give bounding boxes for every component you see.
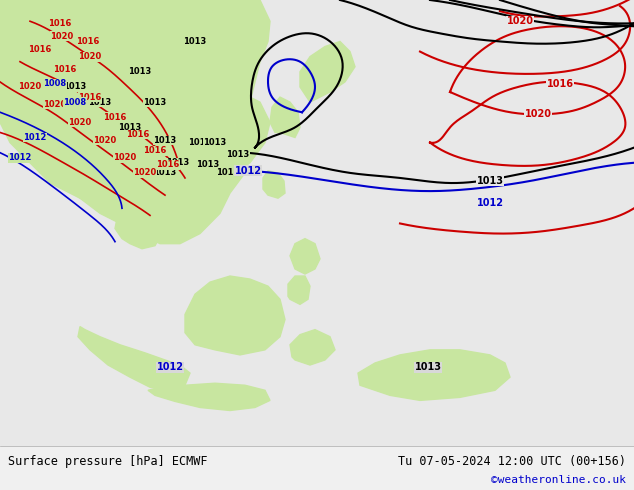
Text: 1020: 1020	[133, 169, 157, 177]
Text: 1020: 1020	[79, 52, 101, 61]
Text: 1020: 1020	[68, 118, 92, 127]
Text: 1016: 1016	[48, 19, 72, 28]
Polygon shape	[263, 171, 285, 198]
Polygon shape	[290, 330, 335, 365]
Polygon shape	[270, 97, 300, 138]
Text: Surface pressure [hPa] ECMWF: Surface pressure [hPa] ECMWF	[8, 455, 207, 468]
Polygon shape	[0, 0, 270, 223]
Text: 1012: 1012	[235, 166, 261, 176]
Text: 1013: 1013	[119, 123, 141, 132]
Polygon shape	[300, 42, 355, 102]
Text: 1020: 1020	[524, 109, 552, 119]
Text: 1020: 1020	[93, 136, 117, 145]
Text: 1016: 1016	[76, 37, 100, 46]
Polygon shape	[358, 350, 510, 400]
Polygon shape	[288, 276, 310, 304]
Text: 1013: 1013	[88, 98, 112, 107]
Text: 1012: 1012	[477, 198, 503, 208]
Text: 1016: 1016	[29, 45, 52, 54]
Text: 1013: 1013	[143, 98, 167, 107]
Polygon shape	[115, 205, 162, 249]
Text: 1016: 1016	[547, 79, 574, 89]
Polygon shape	[0, 0, 270, 205]
Text: 1013: 1013	[128, 67, 152, 76]
Text: 1012: 1012	[157, 362, 183, 372]
Text: 1013: 1013	[197, 160, 219, 170]
Text: 1016: 1016	[79, 93, 101, 101]
Text: 1016: 1016	[157, 160, 179, 170]
Polygon shape	[185, 276, 285, 355]
Polygon shape	[78, 327, 190, 391]
Text: 1013: 1013	[477, 176, 503, 186]
Text: 1013: 1013	[204, 138, 226, 147]
Text: 1013: 1013	[183, 37, 207, 46]
Text: 1013: 1013	[166, 158, 190, 167]
Text: 1012: 1012	[23, 133, 47, 142]
Text: 1013: 1013	[216, 169, 240, 177]
Text: 1020: 1020	[50, 32, 74, 41]
Text: 1016: 1016	[103, 113, 127, 122]
Text: 1020: 1020	[43, 99, 67, 109]
Text: 1008: 1008	[63, 98, 87, 107]
Polygon shape	[290, 239, 320, 274]
Text: 1020: 1020	[18, 82, 42, 92]
Text: 1008: 1008	[44, 79, 67, 88]
Text: 1020: 1020	[507, 16, 533, 26]
Text: 1013: 1013	[188, 138, 212, 147]
Text: 1016: 1016	[53, 65, 77, 74]
Text: 1013: 1013	[226, 150, 250, 159]
Text: 1013: 1013	[63, 82, 87, 92]
Polygon shape	[148, 383, 270, 411]
Text: 1013: 1013	[153, 136, 177, 145]
Text: ©weatheronline.co.uk: ©weatheronline.co.uk	[491, 475, 626, 485]
Polygon shape	[0, 0, 255, 244]
Text: 1012: 1012	[8, 153, 32, 162]
Text: 1016: 1016	[143, 146, 167, 155]
Text: 1020: 1020	[113, 153, 136, 162]
Text: 1016: 1016	[126, 130, 150, 139]
Text: 1013: 1013	[415, 362, 441, 372]
Text: 1013: 1013	[153, 169, 177, 177]
Text: Tu 07-05-2024 12:00 UTC (00+156): Tu 07-05-2024 12:00 UTC (00+156)	[398, 455, 626, 468]
